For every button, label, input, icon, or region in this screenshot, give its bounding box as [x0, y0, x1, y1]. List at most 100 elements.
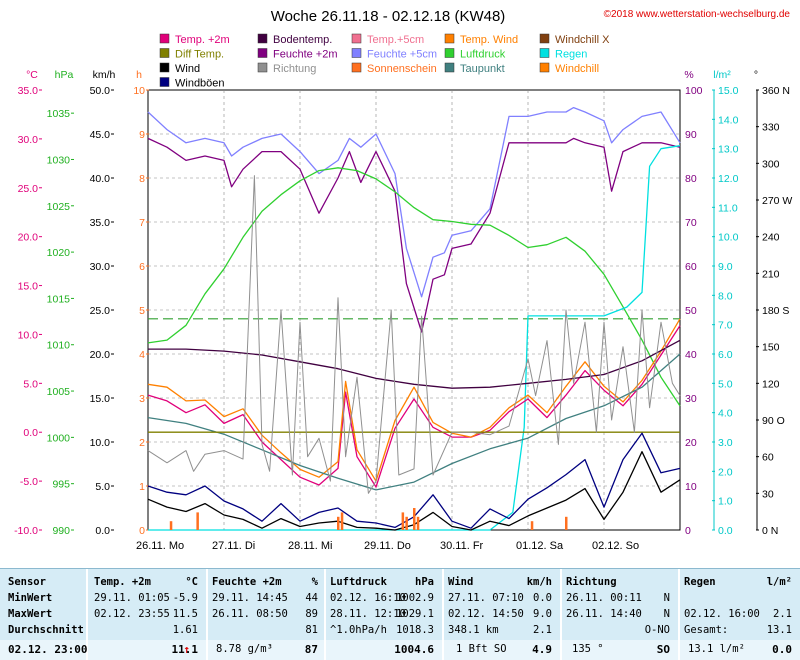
min-wind-value: 0.0 [533, 592, 552, 604]
legend-label-sonnenschein: Sonnenschein [367, 63, 437, 75]
axis-tick-label: 6 [139, 261, 145, 273]
legend-swatch-windb-en [159, 77, 170, 87]
statistics-table: Sensor Temp. +2m °C Feuchte +2m % Luftdr… [0, 568, 800, 660]
current-temp: 11.1 [171, 643, 199, 656]
axis-tick-label: 30 [762, 488, 774, 500]
axis-tick-label: 10.0 [18, 329, 39, 341]
legend-label-temp-wind: Temp. Wind [460, 34, 518, 46]
axis-unit-label: hPa [55, 69, 74, 81]
axis-tick-label: 0 [685, 525, 691, 537]
legend-swatch-wind [159, 62, 170, 73]
sunshine-bar [530, 521, 534, 530]
sunshine-bar [196, 512, 199, 530]
series-line-temp-2m [147, 325, 681, 488]
axis-tick-label: 1025 [47, 201, 71, 213]
axis-tick-label: 50 [685, 305, 697, 317]
min-temp-value: -5.9 [172, 592, 198, 604]
axis-tick-label: 9.0 [718, 261, 733, 273]
axis-tick-label: 100 [685, 85, 703, 97]
legend-label-windchill-x: Windchill X [555, 34, 610, 46]
series-line-luftdruck [147, 167, 681, 407]
sunshine-bar [565, 516, 568, 530]
axis-tick-label: 8 [139, 173, 145, 185]
axis-unit-label: % [684, 69, 693, 81]
axis-tick-label: 1035 [47, 108, 71, 120]
min-temp-time: 29.11. 01:05 [94, 592, 170, 604]
axis-tick-label: 25.0 [90, 305, 111, 317]
current-abs-humidity: 8.78 g/m³ [216, 643, 273, 655]
rain-total-value: 13.1 [766, 624, 792, 636]
current-rain-total: 13.1 l/m² [688, 643, 745, 655]
legend-swatch-diff-temp [159, 48, 170, 58]
current-direction-degrees: 135 ° [572, 643, 604, 655]
axis-unit-label: h [136, 69, 142, 81]
row-label-min: MinWert [8, 592, 53, 604]
axis-tick-label: 10.0 [90, 437, 111, 449]
copyright-text: ©2018 www.wetterstation-wechselburg.de [604, 9, 791, 20]
axis-tick-label: 8.0 [718, 290, 733, 302]
legend-swatch-temp-2m [159, 33, 170, 44]
weather-chart: Woche 26.11.18 - 02.12.18 (KW48) ©2018 w… [14, 8, 792, 552]
axis-tick-label: 2.0 [718, 466, 733, 478]
axis-tick-label: 360 N [762, 85, 790, 97]
axis-tick-label: 4.0 [718, 408, 733, 420]
header-humidity-unit: % [311, 576, 318, 588]
legend-swatch-feuchte-2m [257, 48, 268, 58]
axis-tick-label: 35.0 [90, 217, 111, 229]
max-press-value: 1029.1 [396, 608, 434, 620]
axis-tick-label: 0.0 [95, 525, 110, 537]
max-dir-value: N [663, 608, 670, 620]
axis-tick-label: 13.0 [718, 144, 739, 156]
min-hum-value: 44 [305, 592, 318, 604]
axis-unit-label: km/h [93, 69, 116, 81]
axis-tick-label: 20 [685, 437, 697, 449]
axis-tick-label: 1 [139, 481, 145, 493]
current-beaufort: 1 Bft SO [456, 643, 507, 655]
axis-tick-label: 30.0 [18, 134, 39, 146]
avg-wind-value: 2.1 [533, 624, 552, 636]
max-temp-value: 11.5 [172, 608, 198, 620]
axis-tick-label: 7 [139, 217, 145, 229]
current-values-row [0, 640, 800, 660]
axis-tick-label: 995 [52, 479, 70, 491]
series-line-feuchte-2m [147, 137, 681, 333]
current-rain: 0.0 [772, 643, 792, 656]
axis-tick-label: 180 S [762, 305, 789, 317]
axis-tick-label: 70 [685, 217, 697, 229]
axis-tick-label: 90 [685, 129, 697, 141]
avg-temp-value: 1.61 [172, 624, 198, 636]
legend-swatch-taupunkt [444, 62, 455, 73]
axis-tick-label: 210 [762, 268, 780, 280]
header-sensor: Sensor [8, 576, 46, 588]
min-dir-value: N [663, 592, 670, 604]
pressure-trend: ^1.0hPa/h [330, 624, 387, 636]
x-tick-label: 28.11. Mi [288, 540, 332, 552]
axis-tick-label: 0 [139, 525, 145, 537]
axis-tick-label: 1005 [47, 386, 71, 398]
series-line-bodentemp [148, 339, 681, 389]
legend-label-richtung: Richtung [273, 63, 316, 75]
axis-tick-label: -10.0 [14, 525, 38, 537]
axis-tick-label: 20.0 [90, 349, 111, 361]
axis-tick-label: 20.0 [18, 232, 39, 244]
legend-swatch-windchill [539, 62, 550, 73]
axis-unit-label: l/m² [713, 69, 731, 81]
min-hum-time: 29.11. 14:45 [212, 592, 288, 604]
legend-label-temp-5cm: Temp.+5cm [367, 34, 424, 46]
axis-tick-label: 10 [685, 481, 697, 493]
axis-tick-label: 240 [762, 232, 780, 244]
legend-label-feuchte-5cm: Feuchte +5cm [367, 49, 437, 61]
avg-dir-value: O-NO [644, 624, 670, 636]
series-line-taupunkt [147, 353, 681, 491]
axis-tick-label: 1020 [47, 247, 71, 259]
current-pressure: 1004.6 [394, 643, 434, 656]
x-tick-label: 30.11. Fr [440, 540, 484, 552]
chart-legend: Temp. +2m Bodentemp. Temp.+5cm Temp. Wind Wi… [159, 33, 610, 90]
current-time: 02.12. 23:00 [8, 643, 88, 656]
header-humidity: Feuchte +2m [212, 576, 282, 588]
sunshine-bar [405, 516, 408, 530]
axis-tick-label: 30.0 [90, 261, 111, 273]
header-temp: Temp. +2m [94, 576, 151, 588]
axis-tick-label: 60 [762, 452, 774, 464]
axis-tick-label: 1030 [47, 154, 71, 166]
